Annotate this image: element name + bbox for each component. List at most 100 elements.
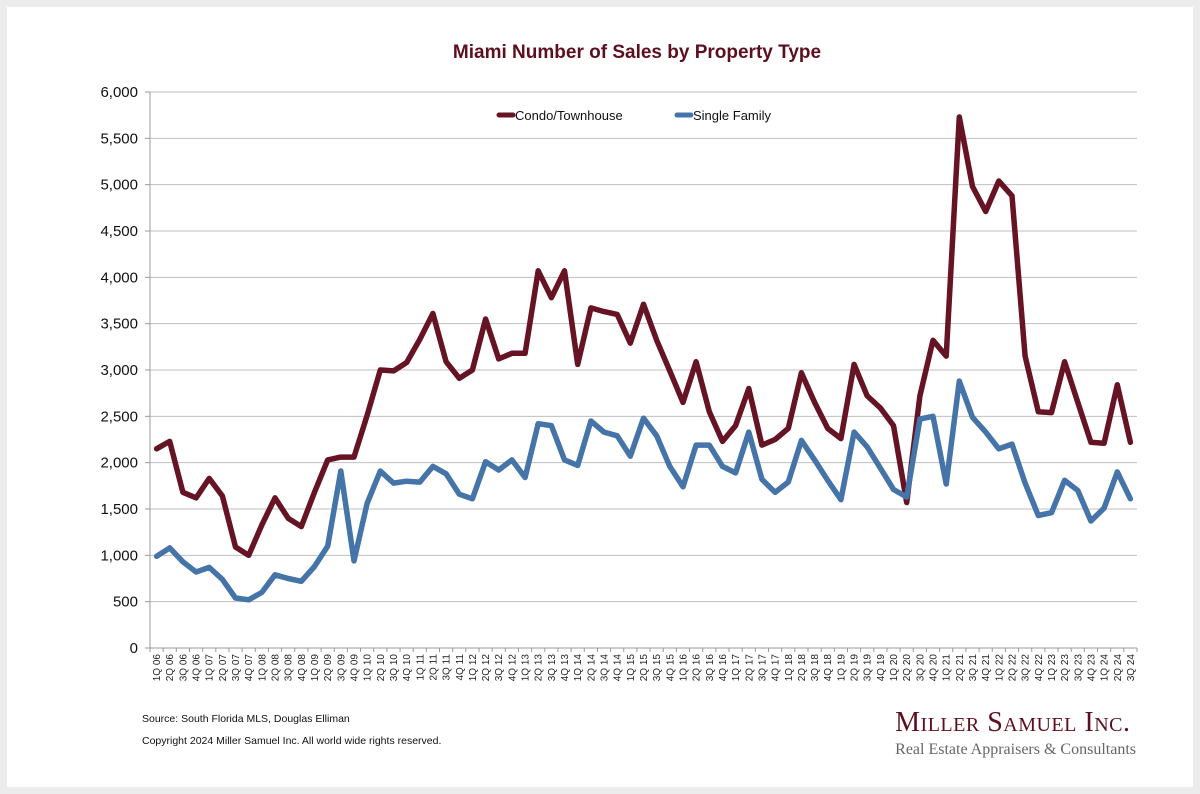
x-tick-label: 4Q 07 bbox=[244, 654, 255, 682]
y-tick-label: 4,000 bbox=[100, 269, 138, 286]
x-tick-label: 2Q 07 bbox=[218, 654, 229, 682]
x-tick-label: 1Q 13 bbox=[521, 654, 532, 682]
x-tick-label: 3Q 14 bbox=[600, 654, 611, 682]
x-tick-label: 1Q 16 bbox=[678, 654, 689, 682]
x-tick-label: 3Q 16 bbox=[705, 654, 716, 682]
x-tick-label: 3Q 11 bbox=[442, 654, 453, 681]
series-line-condo-townhouse bbox=[153, 114, 1134, 559]
x-tick-label: 2Q 16 bbox=[692, 654, 703, 682]
x-tick-label: 3Q 15 bbox=[652, 654, 663, 682]
x-tick-label: 4Q 22 bbox=[1034, 654, 1045, 682]
x-tick-label: 2Q 08 bbox=[271, 654, 282, 682]
y-tick-label: 3,000 bbox=[100, 362, 138, 379]
x-tick-label: 1Q 10 bbox=[363, 654, 374, 682]
y-tick-label: 1,000 bbox=[100, 547, 138, 564]
logo-tagline: Real Estate Appraisers & Consultants bbox=[895, 741, 1136, 758]
x-tick-label: 4Q 21 bbox=[981, 654, 992, 682]
x-tick-label: 3Q 23 bbox=[1073, 654, 1084, 682]
x-tick-label: 4Q 16 bbox=[718, 654, 729, 682]
y-tick-label: 5,000 bbox=[100, 177, 138, 194]
chart-card bbox=[7, 7, 1193, 787]
x-tick-label: 1Q 22 bbox=[994, 654, 1005, 682]
x-tick-label: 1Q 07 bbox=[205, 654, 216, 682]
y-tick-label: 500 bbox=[113, 594, 138, 611]
x-axis-ticks: 1Q 06 2Q 06 3Q 06 4Q 06 1Q 07 2Q 07 3Q 07 4Q 07… bbox=[149, 648, 1138, 682]
x-tick-label: 1Q 19 bbox=[836, 654, 847, 682]
x-tick-label: 4Q 12 bbox=[507, 654, 518, 682]
x-tick-label: 2Q 23 bbox=[1060, 654, 1071, 682]
x-tick-label: 4Q 14 bbox=[613, 654, 624, 682]
source-note: Source: South Florida MLS, Douglas Ellim… bbox=[142, 713, 350, 725]
x-tick-label: 1Q 08 bbox=[257, 654, 268, 682]
copyright-note: Copyright 2024 Miller Samuel Inc. All wo… bbox=[142, 735, 442, 747]
x-tick-label: 4Q 08 bbox=[297, 654, 308, 682]
x-tick-label: 2Q 18 bbox=[797, 654, 808, 682]
x-tick-label: 4Q 17 bbox=[771, 654, 782, 682]
x-tick-label: 2Q 24 bbox=[1113, 654, 1124, 682]
x-tick-label: 1Q 12 bbox=[468, 654, 479, 682]
x-tick-label: 1Q 18 bbox=[784, 654, 795, 682]
x-tick-label: 3Q 10 bbox=[389, 654, 400, 682]
x-tick-label: 2Q 19 bbox=[850, 654, 861, 682]
x-tick-label: 4Q 13 bbox=[560, 654, 571, 682]
x-tick-label: 2Q 15 bbox=[639, 654, 650, 682]
x-tick-label: 1Q 23 bbox=[1047, 654, 1058, 682]
x-tick-label: 3Q 19 bbox=[863, 654, 874, 682]
x-tick-label: 1Q 15 bbox=[626, 654, 637, 682]
x-tick-label: 4Q 18 bbox=[823, 654, 834, 682]
y-axis-ticks: 0 500 1,000 1,500 2,000 2,500 3,000 3,500 4,000 4… bbox=[100, 84, 150, 657]
x-tick-label: 1Q 09 bbox=[310, 654, 321, 682]
x-tick-label: 3Q 24 bbox=[1126, 654, 1137, 682]
x-tick-label: 4Q 11 bbox=[455, 654, 466, 681]
x-tick-label: 1Q 06 bbox=[152, 654, 163, 682]
x-tick-label: 3Q 07 bbox=[231, 654, 242, 682]
company-logo: Miller Samuel Inc. Real Estate Appraiser… bbox=[895, 708, 1136, 760]
x-tick-label: 3Q 18 bbox=[810, 654, 821, 682]
legend-label: Condo/Townhouse bbox=[515, 108, 623, 123]
y-tick-label: 6,000 bbox=[100, 84, 138, 101]
x-tick-label: 1Q 11 bbox=[415, 654, 426, 681]
x-tick-label: 1Q 17 bbox=[731, 654, 742, 682]
x-tick-label: 2Q 09 bbox=[323, 654, 334, 682]
x-tick-label: 4Q 06 bbox=[192, 654, 203, 682]
chart-title: Miami Number of Sales by Property Type bbox=[453, 42, 821, 63]
x-tick-label: 2Q 06 bbox=[165, 654, 176, 682]
y-tick-label: 0 bbox=[130, 640, 138, 657]
logo-name: Miller Samuel Inc. bbox=[895, 707, 1131, 738]
x-tick-label: 3Q 13 bbox=[547, 654, 558, 682]
x-tick-label: 2Q 11 bbox=[428, 654, 439, 681]
x-tick-label: 3Q 21 bbox=[968, 654, 979, 682]
x-tick-label: 1Q 20 bbox=[889, 654, 900, 682]
x-tick-label: 1Q 21 bbox=[942, 654, 953, 682]
x-tick-label: 4Q 10 bbox=[402, 654, 413, 682]
x-tick-label: 2Q 17 bbox=[744, 654, 755, 682]
y-tick-label: 2,500 bbox=[100, 408, 138, 425]
x-tick-label: 2Q 13 bbox=[534, 654, 545, 682]
x-tick-label: 3Q 22 bbox=[1021, 654, 1032, 682]
legend: Condo/Townhouse Single Family bbox=[496, 108, 772, 123]
x-tick-label: 3Q 17 bbox=[757, 654, 768, 682]
y-tick-label: 1,500 bbox=[100, 501, 138, 518]
x-tick-label: 1Q 24 bbox=[1100, 654, 1111, 682]
x-tick-label: 3Q 09 bbox=[336, 654, 347, 682]
x-tick-label: 4Q 15 bbox=[665, 654, 676, 682]
y-tick-label: 4,500 bbox=[100, 223, 138, 240]
legend-label: Single Family bbox=[693, 108, 772, 123]
y-tick-label: 2,000 bbox=[100, 455, 138, 472]
x-tick-label: 4Q 20 bbox=[929, 654, 940, 682]
series-lines bbox=[153, 114, 1134, 603]
x-tick-label: 4Q 09 bbox=[349, 654, 360, 682]
x-tick-label: 3Q 20 bbox=[915, 654, 926, 682]
x-tick-label: 3Q 12 bbox=[494, 654, 505, 682]
x-tick-label: 2Q 20 bbox=[902, 654, 913, 682]
series-line-single-family bbox=[153, 378, 1134, 603]
x-tick-label: 2Q 10 bbox=[376, 654, 387, 682]
x-tick-label: 3Q 08 bbox=[284, 654, 295, 682]
x-tick-label: 4Q 23 bbox=[1086, 654, 1097, 682]
x-tick-label: 2Q 22 bbox=[1007, 654, 1018, 682]
x-tick-label: 3Q 06 bbox=[178, 654, 189, 682]
x-tick-label: 1Q 14 bbox=[573, 654, 584, 682]
x-tick-label: 2Q 12 bbox=[481, 654, 492, 682]
x-tick-label: 2Q 21 bbox=[955, 654, 966, 682]
